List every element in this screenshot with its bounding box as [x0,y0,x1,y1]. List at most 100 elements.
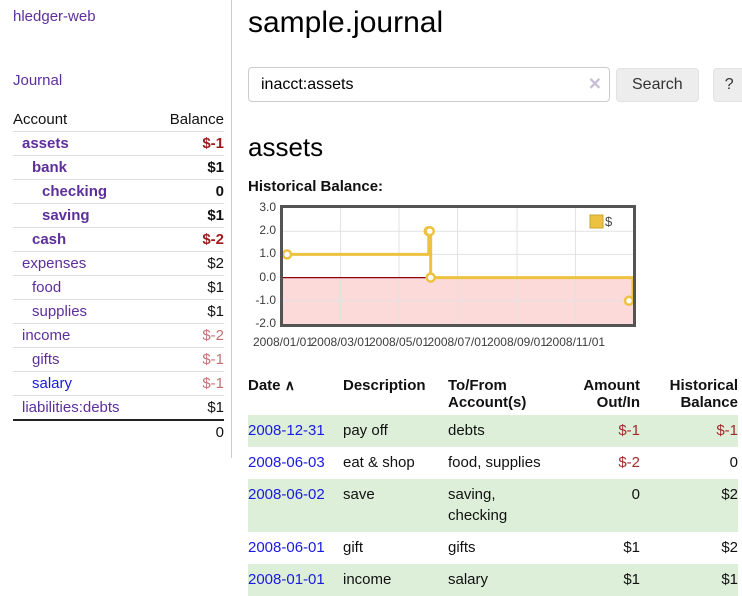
account-link-supplies[interactable]: supplies [32,303,88,320]
sort-ascending-icon: ∧ [284,377,295,393]
data-point-marker [281,249,293,260]
account-balance: $2 [207,255,224,272]
accounts-header-row: Account Balance [13,108,224,132]
transaction-balance: $1 [721,570,738,588]
account-row: bank $1 [13,155,224,180]
account-row: checking 0 [13,179,224,204]
account-row: supplies $1 [13,299,224,324]
account-balance: $1 [207,207,224,224]
search-button[interactable]: Search [616,67,699,102]
transaction-date-link[interactable]: 2008-06-03 [248,453,325,471]
account-row: food $1 [13,275,224,300]
data-point-marker [425,272,436,283]
account-column-header: Account [13,111,68,128]
transaction-amount: $-1 [618,422,640,439]
legend-label: $ [605,214,613,229]
account-balance: $-1 [202,375,224,392]
search-input[interactable] [248,67,610,102]
register-row: 2008-12-31 pay off debts $-1 $-1 [248,415,738,447]
account-row: gifts $-1 [13,347,224,372]
date-column-header[interactable]: Date ∧ [248,377,295,394]
transaction-accounts: salary [448,570,489,588]
legend-swatch [589,214,604,229]
transaction-date-link[interactable]: 2008-12-31 [248,422,325,439]
app-title-link[interactable]: hledger-web [13,8,96,25]
account-link-salary[interactable]: salary [32,375,73,392]
transaction-description: save [343,485,375,503]
account-link-checking[interactable]: checking [42,183,108,200]
transaction-accounts: debts [448,422,485,439]
transaction-description: eat & shop [343,453,415,471]
transaction-amount: $-2 [618,453,640,471]
x-axis-tick-label: 2008/11/01 [545,335,606,349]
register-row: 2008-06-03 eat & shop food, supplies $-2… [248,447,738,479]
transaction-description: pay off [343,422,388,439]
transaction-balance: $-1 [716,422,738,439]
account-link-food[interactable]: food [32,279,62,296]
account-link-gifts[interactable]: gifts [32,351,60,368]
accounts-column-header: To/From Account(s) [448,377,527,411]
accounts-total-row: 0 [13,420,224,444]
transaction-balance: $2 [721,539,738,556]
transaction-accounts: gifts [448,539,476,556]
y-axis-tick-label: 0.0 [259,269,276,284]
account-balance: $1 [207,399,224,416]
account-link-income[interactable]: income [22,327,71,344]
page-title: sample.journal [248,6,444,39]
transaction-date-link[interactable]: 2008-06-01 [248,539,325,556]
balance-column-header: Historical Balance [669,377,738,411]
account-link-expenses[interactable]: expenses [22,255,87,272]
transaction-description: income [343,570,392,588]
amount-column-header: Amount Out/In [583,377,640,411]
account-balance: 0 [215,183,224,200]
account-row: assets $-1 [13,131,224,156]
x-axis-tick-label: 2008/05/01 [368,335,430,349]
account-heading: assets [248,132,324,162]
account-link-bank[interactable]: bank [32,159,68,176]
x-axis-tick-label: 2008/07/01 [427,335,488,349]
register-row: 2008-01-01 income salary $1 $1 [248,563,738,596]
account-link-assets[interactable]: assets [22,135,69,152]
account-link-cash[interactable]: cash [32,231,67,248]
accounts-table: Account Balance assets $-1 bank $1 check… [13,108,224,444]
transaction-date-link[interactable]: 2008-01-01 [248,570,325,588]
account-link-saving[interactable]: saving [42,207,90,224]
x-axis-tick-label: 2008/03/01 [310,335,371,349]
transaction-date-link[interactable]: 2008-06-02 [248,485,325,503]
y-axis-tick-label: -2.0 [255,316,276,330]
transaction-accounts: saving, checking [448,485,508,525]
journal-link[interactable]: Journal [13,72,63,89]
x-axis-tick-label: 2008/01/01 [252,335,314,349]
account-balance: $1 [207,279,224,296]
data-point-marker [623,295,635,307]
account-row: expenses $2 [13,251,224,276]
account-balance: $1 [207,303,224,320]
data-point-marker [424,225,435,237]
chart-canvas: $ [281,208,635,324]
help-button[interactable]: ? [712,67,742,102]
register-row: 2008-06-02 save saving, checking 0 $2 [248,478,738,532]
chart-plot-area: $ [280,205,636,327]
x-axis-tick-label: 2008/09/01 [486,335,547,349]
chart-title: Historical Balance: [248,178,384,195]
y-axis-tick-label: 3.0 [259,200,276,214]
transaction-accounts: food, supplies [448,453,541,471]
sidebar: hledger-web Journal Account Balance asse… [10,0,232,458]
account-row: saving $1 [13,203,224,228]
balance-column-header: Balance [169,111,224,128]
main-content: sample.journal × Search ? assets Histori… [248,0,742,596]
account-row: income $-2 [13,323,224,348]
description-column-header: Description [343,377,426,394]
y-axis-tick-label: 2.0 [259,223,276,238]
y-axis-tick-label: -1.0 [255,292,276,307]
transaction-amount: $1 [623,570,640,588]
clear-search-icon[interactable]: × [588,72,601,96]
account-link-liabilities-debts[interactable]: liabilities:debts [22,399,120,416]
account-balance: $-2 [202,231,224,248]
account-row: cash $-2 [13,227,224,252]
register-table: Date ∧ Description To/From Account(s) Am… [248,373,738,596]
register-row: 2008-06-01 gift gifts $1 $2 [248,532,738,564]
transaction-balance: $2 [721,485,738,503]
transaction-balance: 0 [729,453,738,471]
historical-balance-chart: $ 3.0 2.0 1.0 0.0 -1.0 -2.0 2008/01/01 2008/03/… [248,201,643,355]
